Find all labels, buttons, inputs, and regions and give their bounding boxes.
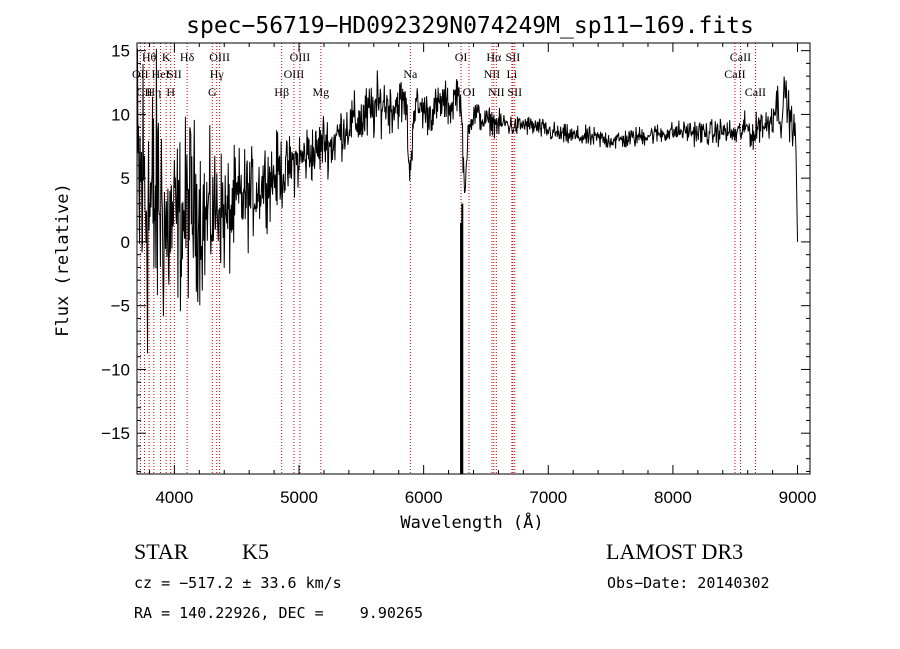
x-tick-label: 9000 [779, 488, 817, 507]
line-marker-label: Li [507, 67, 518, 81]
line-marker-label: OI [455, 50, 468, 64]
line-marker-label: CaII [745, 85, 766, 99]
x-tick-label: 5000 [280, 488, 318, 507]
line-marker-label: K [162, 50, 171, 64]
redshift-velocity: cz = −517.2 ± 33.6 km/s [134, 574, 342, 592]
spectrum-line [136, 48, 798, 354]
observation-date: Obs−Date: 20140302 [607, 574, 770, 592]
x-tick-label: 4000 [155, 488, 193, 507]
y-axis-label: Flux (relative) [53, 183, 73, 337]
line-marker-label: SII [167, 67, 182, 81]
line-marker-label: Hθ [142, 50, 157, 64]
spectrum-series [136, 48, 798, 474]
line-marker-label: Na [403, 67, 418, 81]
object-subclass: K5 [242, 539, 269, 564]
line-marker-label: OIII [209, 50, 230, 64]
line-marker-label: NII [488, 85, 505, 99]
line-marker-label: G [208, 85, 217, 99]
y-tick-label: −5 [111, 297, 130, 316]
y-tick-label: 0 [121, 233, 130, 252]
line-marker-label: Hβ [274, 85, 289, 99]
object-class: STAR [134, 539, 189, 564]
y-tick-label: 5 [121, 169, 130, 188]
line-marker-label: OI [463, 85, 476, 99]
line-marker-label: OIII [290, 50, 311, 64]
line-marker-label: H [166, 85, 175, 99]
y-tick-label: 15 [111, 42, 130, 61]
line-marker-label: Hα [486, 50, 502, 64]
line-marker-label: Mg [312, 85, 329, 99]
survey-name: LAMOST DR3 [606, 539, 744, 564]
x-axis-label: Wavelength (Å) [400, 511, 543, 533]
line-marker-label: CaII [724, 67, 745, 81]
y-tick-label: −10 [101, 360, 130, 379]
y-tick-label: −15 [101, 424, 130, 443]
axes-ticks: 4000 5000 6000 7000 8000 9000 −15 −10 −5 0 5 10 15 [101, 42, 816, 507]
line-marker-label: OIII [284, 67, 305, 81]
x-tick-label: 6000 [405, 488, 443, 507]
line-marker-label: Hδ [180, 50, 195, 64]
line-marker-label: SII [506, 50, 521, 64]
x-tick-label: 8000 [654, 488, 692, 507]
y-tick-label: 10 [111, 105, 130, 124]
line-marker-label: SII [507, 85, 522, 99]
line-marker-label: NII [484, 67, 501, 81]
x-tick-label: 7000 [529, 488, 567, 507]
line-marker-label: Hγ [210, 67, 225, 81]
line-marker-label: CaII [730, 50, 751, 64]
chart-title: spec−56719−HD092329N074249M_sp11−169.fit… [186, 13, 754, 39]
line-marker-label: Hη [146, 85, 161, 99]
ra-dec: RA = 140.22926, DEC = 9.90265 [134, 604, 423, 622]
line-marker-label: OII [132, 67, 149, 81]
